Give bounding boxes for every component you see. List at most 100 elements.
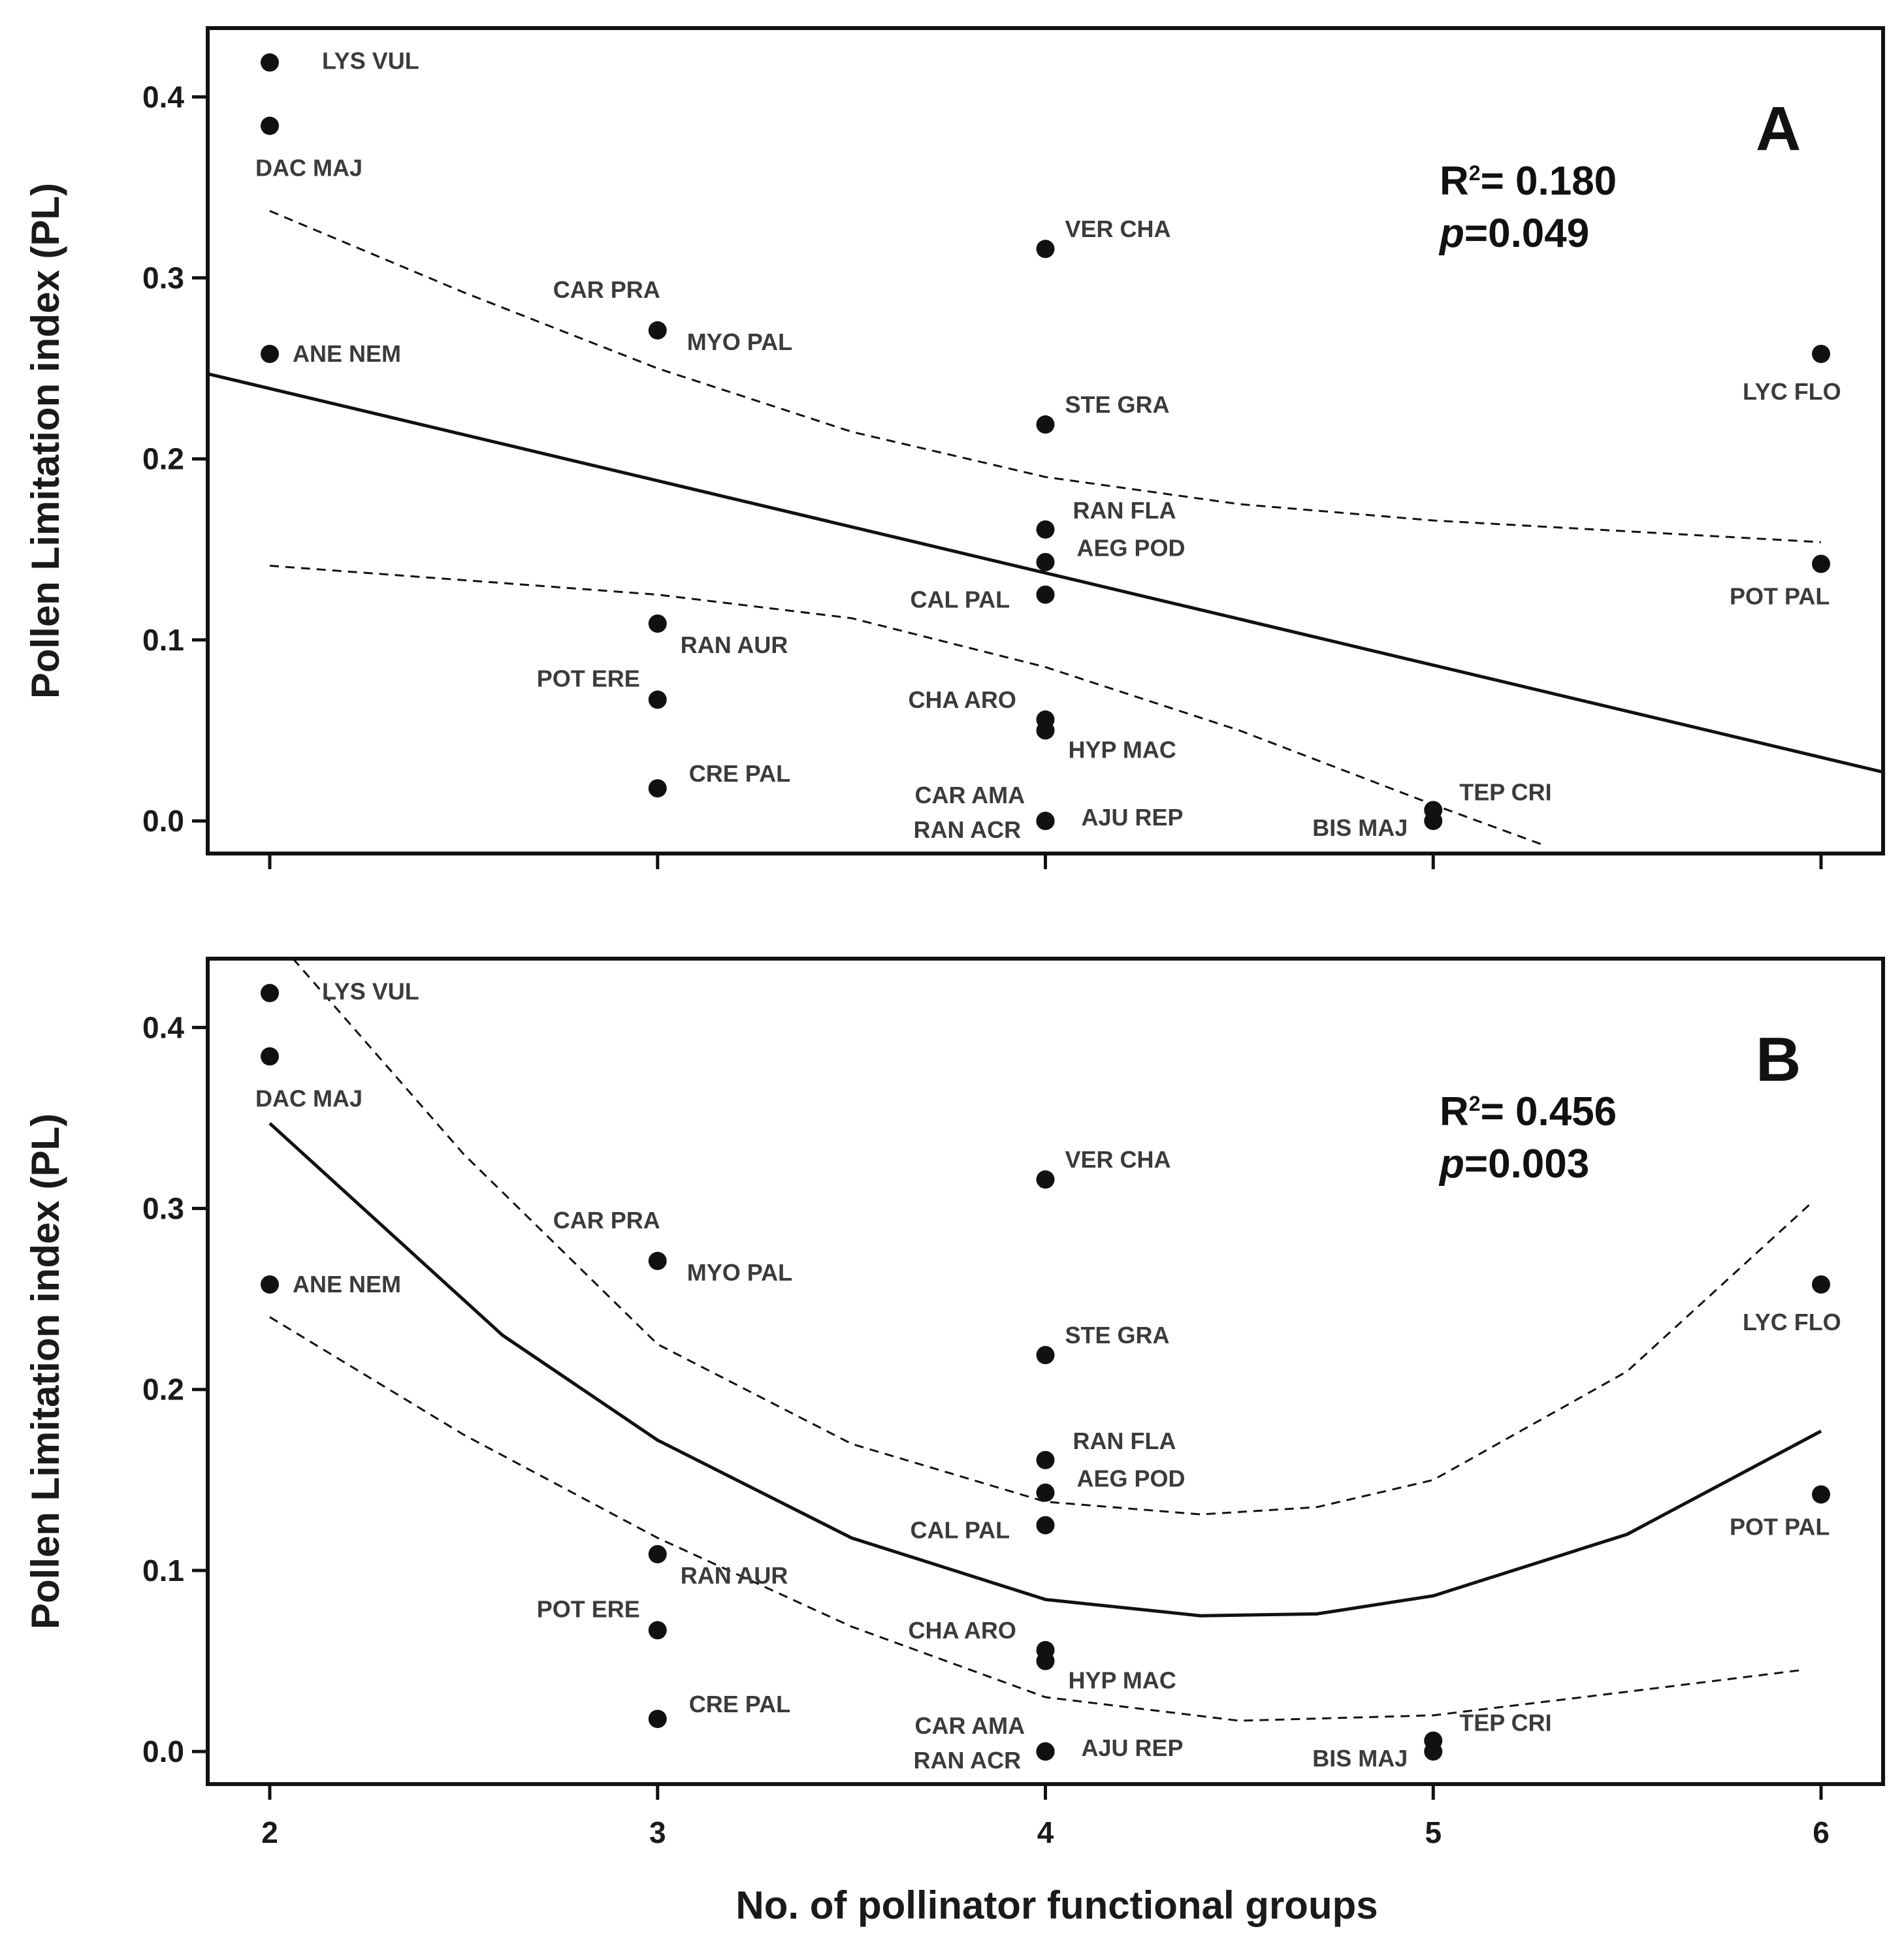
panel-b-point-myo-pal [648,1251,667,1270]
panel-a-point-labels: LYS VUL DAC MAJ ANE NEM CAR PRA MYO PAL RAN A… [255,48,1841,843]
panel-a-point-ran-fla [1036,520,1055,539]
panel-b-x-tick-label: 6 [1813,1815,1830,1849]
panel-a-label-ran-fla: RAN FLA [1073,497,1176,524]
panel-b-point-ver-cha [1036,1170,1055,1189]
panel-b-label-ane-nem: ANE NEM [293,1271,401,1298]
panel-b-p-value: p=0.003 [1438,1142,1589,1187]
panel-b-point-cal-pal [1036,1516,1055,1535]
panel-a-y-tick-label: 0.3 [142,261,184,295]
panel-a-ci-upper-line [269,210,1822,543]
panel-a-label-ran-acr: RAN ACR [914,816,1022,843]
panel-b-label-cha-aro: CHA ARO [909,1617,1016,1644]
panel-b-label-tep-cri: TEP CRI [1459,1709,1551,1736]
panel-b-label-car-pra: CAR PRA [553,1207,660,1234]
panel-a-label-ver-cha: VER CHA [1065,216,1171,242]
panel-a-label-pot-ere: POT ERE [537,665,640,692]
panel-a-ci-lower-line [269,564,1543,846]
panel-b-label-myo-pal: MYO PAL [687,1259,792,1286]
panel-a-label-car-pra: CAR PRA [553,276,660,303]
panel-b-y-tick-label: 0.0 [142,1734,184,1768]
panel-a-label-aeg-pod: AEG POD [1077,535,1186,562]
panel-b-y-tick-label: 0.4 [142,1010,184,1044]
panel-b-point-ran-fla [1036,1450,1055,1469]
panel-b-label-aju-rep: AJU REP [1082,1734,1184,1761]
panel-b-x-tick-label: 5 [1425,1815,1442,1849]
panel-b-point-pot-pal [1812,1485,1830,1504]
panel-b-point-lyc-flo [1812,1275,1830,1294]
panel-b-point-labels: LYS VUL DAC MAJ ANE NEM CAR PRA MYO PAL RAN A… [255,978,1841,1774]
panel-a-point-aju-rep [1036,812,1055,831]
panel-b-label-aeg-pod: AEG POD [1077,1465,1186,1492]
panel-a-points [261,53,1830,831]
panel-a-label-cal-pal: CAL PAL [911,586,1010,613]
panel-b-label-cal-pal: CAL PAL [911,1517,1010,1544]
panel-a-label-ran-aur: RAN AUR [681,631,788,658]
panel-b: LYS VUL DAC MAJ ANE NEM CAR PRA MYO PAL RAN A… [24,957,1885,1849]
panel-b-label-bis-maj: BIS MAJ [1312,1745,1408,1772]
panel-b-label-dac-maj: DAC MAJ [255,1085,363,1112]
panel-b-fit-line [268,1122,1822,1618]
panel-b-point-ste-gra [1036,1346,1055,1365]
panel-a-point-bis-maj [1424,812,1443,831]
panel-a-y-tick-label: 0.2 [142,442,184,476]
panel-a-fit [208,372,1883,774]
panel-b-y-tick-label: 0.3 [142,1192,184,1226]
panel-b-label-ran-fla: RAN FLA [1073,1428,1176,1454]
panel-a-label-ane-nem: ANE NEM [293,340,401,367]
panel-a-label-car-ama: CAR AMA [915,782,1025,808]
panel-b-y-axis-title: Pollen Limitation index (PL) [24,1113,67,1629]
panel-b-label-ver-cha: VER CHA [1065,1146,1171,1173]
panel-a-label-bis-maj: BIS MAJ [1312,814,1408,841]
panel-b-fit [268,1122,1822,1618]
panel-a-point-cre-pal [648,779,667,798]
panel-a-p-value: p=0.049 [1438,211,1589,256]
panel-b-label-lyc-flo: LYC FLO [1743,1309,1841,1335]
panel-a-fit-line [208,372,1883,774]
panel-a-point-pot-pal [1812,554,1830,573]
panel-a: LYS VUL DAC MAJ ANE NEM CAR PRA MYO PAL RAN A… [24,26,1885,869]
panel-a-label-ste-gra: STE GRA [1065,391,1170,418]
panel-a-y-tick-label: 0.0 [142,804,184,838]
panel-a-point-pot-ere [648,690,667,709]
panel-b-confidence-bands [269,959,1815,1722]
panel-a-label-cha-aro: CHA ARO [909,686,1016,713]
panel-b-label-ran-acr: RAN ACR [914,1747,1022,1774]
panel-a-x-axis [268,854,1823,869]
panel-b-label-cre-pal: CRE PAL [689,1691,790,1717]
panel-a-letter: A [1756,94,1801,164]
panel-a-y-axis: 0.0 0.1 0.2 0.3 0.4 [142,80,208,838]
panel-b-label-hyp-mac: HYP MAC [1069,1667,1176,1694]
panel-b-r2: R2= 0.456 [1440,1089,1617,1134]
panel-a-point-aeg-pod [1036,552,1055,571]
panel-a-label-pot-pal: POT PAL [1730,583,1830,609]
panel-b-x-tick-label: 3 [649,1815,666,1849]
x-axis-title: No. of pollinator functional groups [735,1883,1378,1927]
panel-b-label-ste-gra: STE GRA [1065,1322,1170,1349]
panel-a-label-hyp-mac: HYP MAC [1069,737,1176,763]
panel-a-point-cal-pal [1036,585,1055,604]
panel-a-confidence-bands [269,210,1822,846]
panel-a-point-ste-gra [1036,415,1055,434]
panel-a-point-lyc-flo [1812,344,1830,363]
panel-a-label-cre-pal: CRE PAL [689,760,790,787]
panel-b-x-tick-label: 4 [1037,1815,1054,1849]
panel-b-point-aeg-pod [1036,1483,1055,1502]
panel-a-point-ane-nem [261,344,279,363]
panel-b-x-axis: 2 3 4 5 6 [261,1784,1830,1849]
panel-b-label-lys-vul: LYS VUL [322,978,419,1005]
panel-b-point-ane-nem [261,1275,279,1294]
panel-a-label-tep-cri: TEP CRI [1459,778,1551,805]
panel-b-letter: B [1756,1025,1801,1094]
panel-a-point-myo-pal [648,321,667,340]
panel-a-point-ran-aur [648,614,667,633]
panel-b-label-pot-pal: POT PAL [1730,1513,1830,1540]
panel-a-point-lys-vul [261,53,279,72]
panel-a-y-axis-title: Pollen Limitation index (PL) [24,183,67,699]
panel-a-point-dac-maj [261,116,279,135]
panel-b-point-cre-pal [648,1710,667,1729]
panel-b-label-car-ama: CAR AMA [915,1712,1025,1739]
panel-a-y-tick-label: 0.1 [142,623,184,657]
panel-b-label-pot-ere: POT ERE [537,1595,640,1622]
panel-b-y-tick-label: 0.1 [142,1554,184,1588]
